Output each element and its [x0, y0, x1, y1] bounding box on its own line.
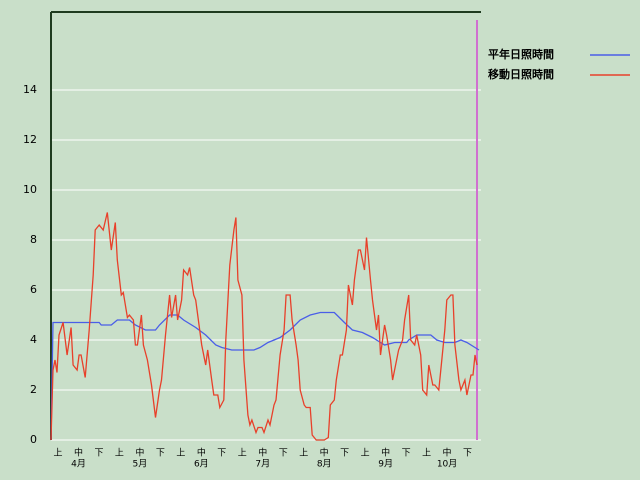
x-tick-label: 中: [135, 447, 144, 459]
x-tick-label: 上: [115, 448, 124, 459]
x-tick-label: 下: [279, 449, 288, 459]
x-tick-label: 下: [402, 449, 411, 459]
x-tick-label: 下: [217, 449, 226, 459]
y-tick-label: 10: [23, 183, 37, 196]
x-tick-label: 中: [381, 447, 390, 459]
month-label: 7月: [255, 459, 270, 470]
month-label: 4月: [71, 459, 86, 470]
legend-label: 平年日照時間: [488, 47, 554, 61]
series-line: [50, 311, 480, 441]
x-tick-label: 中: [258, 447, 267, 459]
y-tick-label: 6: [30, 283, 37, 296]
y-tick-label: 14: [23, 83, 37, 96]
x-tick-label: 上: [299, 448, 308, 459]
month-label: 9月: [378, 459, 393, 470]
y-tick-label: 12: [23, 133, 37, 146]
y-tick-label: 2: [30, 383, 37, 396]
y-tick-label: 8: [30, 233, 37, 246]
x-tick-label: 中: [443, 447, 452, 459]
x-tick-label: 中: [197, 447, 206, 459]
x-tick-label: 下: [463, 449, 472, 459]
x-tick-label: 下: [156, 449, 165, 459]
month-label: 8月: [317, 459, 332, 470]
x-tick-label: 下: [340, 449, 349, 459]
y-tick-label: 0: [30, 433, 37, 446]
month-label: 6月: [194, 459, 209, 470]
legend-label: 移動日照時間: [488, 67, 554, 81]
x-tick-label: 上: [53, 448, 62, 459]
y-tick-label: 4: [30, 333, 37, 346]
month-label: 10月: [437, 459, 457, 470]
x-tick-label: 中: [74, 447, 83, 459]
month-label: 5月: [133, 459, 148, 470]
x-tick-label: 中: [320, 447, 329, 459]
x-tick-label: 下: [94, 449, 103, 459]
x-tick-label: 上: [238, 448, 247, 459]
x-tick-label: 上: [422, 448, 431, 459]
x-tick-label: 上: [176, 448, 185, 459]
x-tick-label: 上: [361, 448, 370, 459]
series-line: [50, 212, 478, 441]
